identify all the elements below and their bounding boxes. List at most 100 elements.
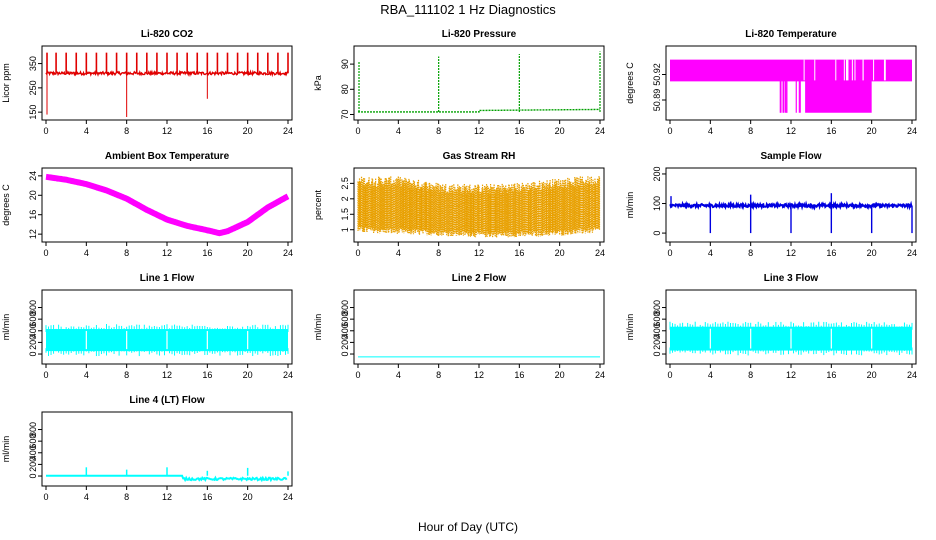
x-axis: 0 4 8 12 16 20 24 [355, 364, 605, 380]
y-axis: 150 250 350 [28, 56, 42, 120]
y-axis-label: ml/min [313, 314, 323, 341]
y-tick-label: 20 [28, 190, 38, 200]
y-axis-label: degrees C [625, 62, 635, 104]
y-axis-label: percent [313, 189, 323, 220]
panel-title: Li-820 Temperature [745, 29, 837, 40]
panel-line2: Line 2 Flow ml/min 0 4 8 12 16 20 24 0 20040060080… [313, 273, 605, 380]
x-axis: 0 4 8 12 16 20 24 [667, 120, 917, 136]
x-tick-label: 12 [786, 248, 796, 258]
y-axis: 70 80 90 [340, 59, 354, 119]
x-tick-label: 4 [84, 370, 89, 380]
y-tick-label: 100 [652, 196, 662, 211]
line4-series-line [46, 474, 288, 483]
x-tick-label: 12 [786, 370, 796, 380]
x-tick-label: 24 [595, 126, 605, 136]
panel-line3: Line 3 Flow ml/min 0 4 8 12 16 20 24 0 20040060080… [625, 273, 917, 380]
y-axis-label: Licor ppm [1, 63, 11, 103]
x-tick-label: 16 [826, 370, 836, 380]
x-tick-label: 8 [436, 370, 441, 380]
plot-frame [41, 167, 293, 243]
x-tick-label: 16 [202, 370, 212, 380]
y-tick-label: 200 [652, 335, 662, 350]
figure-title: RBA_111102 1 Hz Diagnostics [380, 2, 556, 17]
x-tick-label: 4 [84, 126, 89, 136]
x-tick-label: 8 [124, 248, 129, 258]
y-tick-label: 0 [652, 352, 662, 357]
y-tick-label: 200 [340, 335, 350, 350]
y-tick-label: 0 [340, 352, 350, 357]
x-tick-label: 24 [283, 492, 293, 502]
x-tick-label: 20 [555, 248, 565, 258]
x-tick-label: 20 [243, 248, 253, 258]
y-tick-label: 70 [340, 109, 350, 119]
y-axis: 1 1.5 2 2.5 [340, 177, 354, 232]
y-axis-label: ml/min [625, 314, 635, 341]
x-tick-label: 4 [84, 492, 89, 502]
series-sample_flow [669, 193, 913, 234]
panel-ambient: Ambient Box Temperature degrees C 0 4 8 12 16 2… [1, 151, 293, 258]
x-tick-label: 12 [474, 370, 484, 380]
series-co2 [45, 52, 289, 117]
x-axis: 0 4 8 12 16 20 24 [43, 120, 293, 136]
y-tick-label: 50.92 [652, 63, 662, 86]
y-tick-label: 600 [340, 312, 350, 327]
x-axis: 0 4 8 12 16 20 24 [355, 120, 605, 136]
x-tick-label: 20 [555, 370, 565, 380]
panel-line1: Line 1 Flow ml/min 0 4 8 12 16 20 24 0 20040060080… [1, 273, 293, 380]
x-tick-label: 16 [514, 370, 524, 380]
x-tick-label: 20 [243, 126, 253, 136]
y-axis-label: ml/min [625, 192, 635, 219]
x-tick-label: 24 [283, 248, 293, 258]
x-tick-label: 8 [124, 370, 129, 380]
x-axis: 0 4 8 12 16 20 24 [43, 364, 293, 380]
y-tick-label: 1 [340, 227, 350, 232]
x-tick-label: 16 [514, 248, 524, 258]
x-tick-label: 12 [162, 370, 172, 380]
panel-title: Li-820 Pressure [442, 29, 517, 40]
licor-temp-low-block [805, 80, 872, 113]
x-tick-label: 20 [555, 126, 565, 136]
y-tick-label: 400 [652, 323, 662, 338]
y-tick-label: 0 [28, 352, 38, 357]
y-tick-label: 200 [652, 166, 662, 181]
y-tick-label: 400 [28, 323, 38, 338]
x-tick-label: 24 [907, 248, 917, 258]
y-axis-label: kPa [313, 75, 323, 91]
x-tick-label: 0 [667, 126, 672, 136]
plot-frame [353, 289, 605, 365]
x-tick-label: 12 [162, 126, 172, 136]
y-tick-label: 350 [28, 56, 38, 71]
x-tick-label: 8 [436, 248, 441, 258]
x-tick-label: 4 [84, 248, 89, 258]
x-tick-label: 20 [243, 492, 253, 502]
x-axis: 0 4 8 12 16 20 24 [667, 364, 917, 380]
y-tick-label: 2 [340, 196, 350, 201]
y-tick-label: 600 [28, 434, 38, 449]
series-line3 [669, 321, 913, 356]
y-tick-label: 200 [28, 457, 38, 472]
x-tick-label: 0 [43, 370, 48, 380]
panel-pressure: Li-820 Pressure kPa 0 4 8 12 16 20 24 70 80 90 [313, 29, 605, 136]
x-tick-label: 0 [355, 370, 360, 380]
y-tick-label: 800 [28, 300, 38, 315]
x-axis: 0 4 8 12 16 20 24 [355, 242, 605, 258]
x-tick-label: 4 [708, 248, 713, 258]
x-tick-label: 0 [43, 492, 48, 502]
series-licor_temp [670, 59, 912, 113]
x-tick-label: 12 [474, 126, 484, 136]
x-tick-label: 20 [867, 248, 877, 258]
x-tick-label: 8 [124, 126, 129, 136]
x-tick-label: 24 [595, 248, 605, 258]
y-tick-label: 24 [28, 171, 38, 181]
x-tick-label: 16 [202, 492, 212, 502]
plot-frame [353, 45, 605, 121]
x-tick-label: 16 [202, 126, 212, 136]
y-tick-label: 400 [340, 323, 350, 338]
y-tick-label: 800 [652, 300, 662, 315]
y-tick-label: 0 [652, 231, 662, 236]
y-tick-label: 0 [28, 474, 38, 479]
